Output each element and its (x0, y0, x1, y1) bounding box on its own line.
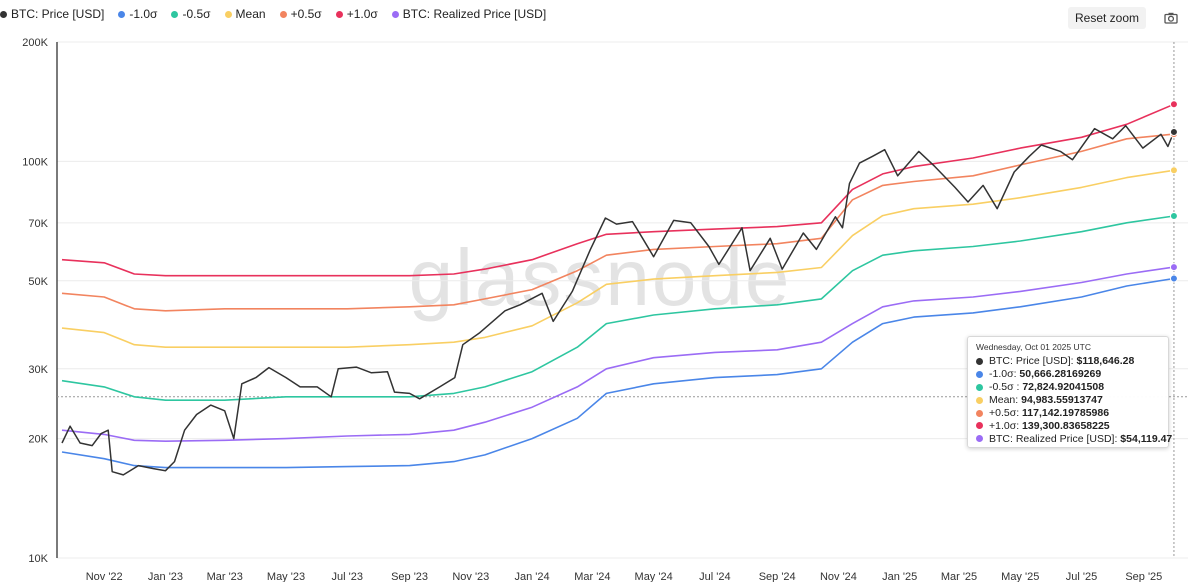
tooltip-row: -0.5σ : 72,824.92041508 (976, 381, 1168, 394)
x-tick-label: May '23 (267, 571, 305, 582)
legend-label: Mean (235, 7, 266, 21)
y-tick-label: 30K (28, 364, 48, 376)
x-tick-label: Nov '22 (86, 571, 123, 582)
series-line (61, 169, 1175, 348)
x-tick-label: Nov '24 (820, 571, 857, 582)
tooltip-dot-icon (976, 422, 983, 430)
x-tick-label: Jul '24 (699, 571, 730, 582)
y-tick-label: 50K (28, 276, 48, 288)
tooltip-value: 139,300.83658225 (1022, 419, 1110, 432)
legend-dot-icon (391, 10, 399, 18)
legend-item[interactable]: BTC: Realized Price [USD] (391, 7, 547, 21)
x-tick-label: Jan '24 (515, 571, 550, 582)
x-tick-label: Nov '23 (452, 571, 489, 582)
tooltip-value: 72,824.92041508 (1022, 381, 1105, 394)
legend-item[interactable]: +0.5σ (279, 7, 322, 21)
series-end-point (1169, 127, 1178, 136)
x-tick-label: Sep '24 (759, 571, 796, 582)
x-tick-label: Jan '23 (148, 571, 183, 582)
tooltip-dot-icon (976, 370, 983, 378)
series-line (61, 103, 1175, 277)
camera-icon[interactable] (1160, 7, 1182, 29)
x-tick-label: May '24 (635, 571, 673, 582)
tooltip-value: 50,666.28169269 (1019, 368, 1102, 381)
y-tick-label: 100K (22, 156, 48, 168)
series-end-point (1169, 100, 1178, 109)
series-end-point (1169, 166, 1178, 175)
x-tick-label: Jul '25 (1066, 571, 1097, 582)
end-markers (1169, 100, 1178, 283)
series-end-point (1169, 263, 1178, 272)
tooltip-dot-icon (976, 357, 983, 365)
tooltip: Wednesday, Oct 01 2025 UTC BTC: Price [U… (967, 336, 1172, 448)
series-line (61, 133, 1174, 312)
tooltip-row: +1.0σ: 139,300.83658225 (976, 419, 1168, 432)
series-end-point (1169, 212, 1178, 221)
tooltip-dot-icon (976, 396, 983, 404)
tooltip-dot-icon (976, 409, 983, 417)
legend-item[interactable]: -1.0σ (118, 7, 157, 21)
tooltip-row: +0.5σ: 117,142.19785986 (976, 407, 1168, 420)
legend-item[interactable]: -0.5σ (171, 7, 211, 21)
legend-dot-icon (171, 10, 179, 18)
tooltip-label: -1.0σ: (989, 368, 1020, 381)
y-tick-label: 10K (28, 553, 48, 565)
tooltip-dot-icon (976, 435, 983, 443)
tooltip-value: $118,646.28 (1076, 355, 1135, 368)
legend-item[interactable]: Mean (224, 7, 266, 21)
tooltip-date: Wednesday, Oct 01 2025 UTC (976, 342, 1091, 352)
tooltip-label: +0.5σ: (989, 407, 1023, 419)
series-line (61, 277, 1175, 469)
legend-label: BTC: Realized Price [USD] (402, 7, 547, 21)
x-tick-label: Jul '23 (332, 571, 363, 582)
series-line (61, 215, 1175, 401)
x-tick-label: Mar '25 (941, 571, 977, 582)
series-layer (61, 103, 1175, 476)
legend-label: +0.5σ (290, 7, 322, 21)
x-tick-label: Sep '25 (1125, 571, 1162, 582)
series-line (61, 266, 1175, 442)
tooltip-row: -1.0σ: 50,666.28169269 (976, 368, 1168, 381)
legend-dot-icon (118, 10, 126, 18)
tooltip-value: 117,142.19785986 (1022, 407, 1110, 419)
x-axis: Nov '22 Jan '23 Mar '23 May '23 Jul '23 Sep '… (86, 571, 1163, 582)
legend-label: BTC: Price [USD] (11, 7, 105, 21)
tooltip-row: BTC: Realized Price [USD]: $54,119.47 (976, 432, 1172, 445)
tooltip-label: +1.0σ: (989, 419, 1023, 432)
tooltip-row: Mean: 94,983.55913747 (976, 394, 1168, 407)
x-tick-label: Jan '25 (882, 571, 917, 582)
tooltip-label: BTC: Price [USD]: (989, 355, 1077, 368)
series-end-point (1169, 274, 1178, 283)
legend-label: -1.0σ (129, 7, 158, 21)
reset-zoom-button[interactable]: Reset zoom (1068, 7, 1146, 29)
x-tick-label: Sep '23 (391, 571, 428, 582)
tooltip-value: 94,983.55913747 (1021, 394, 1103, 407)
y-axis: 10K 20K 30K 50K 70K 100K 200K (22, 37, 58, 565)
tooltip-dot-icon (976, 383, 983, 391)
watermark: glassnode (409, 233, 792, 322)
legend-item[interactable]: +1.0σ (335, 7, 378, 21)
tooltip-row: BTC: Price [USD]: $118,646.28 (976, 355, 1168, 368)
legend-dot-icon (335, 10, 343, 18)
x-tick-label: May '25 (1001, 571, 1039, 582)
y-tick-label: 200K (22, 37, 48, 49)
tooltip-label: -0.5σ : (989, 381, 1023, 394)
tooltip-label: BTC: Realized Price [USD]: (989, 432, 1121, 445)
legend-label: -0.5σ (182, 7, 211, 21)
legend-dot-icon (224, 10, 232, 18)
tooltip-label: Mean: (989, 394, 1022, 407)
legend-label: +1.0σ (346, 7, 378, 21)
series-line (61, 124, 1175, 476)
x-tick-label: Mar '24 (574, 571, 610, 582)
y-tick-label: 70K (28, 218, 48, 230)
tooltip-value: $54,119.47 (1120, 432, 1173, 445)
legend-item[interactable]: BTC: Price [USD] (0, 7, 104, 21)
y-tick-label: 20K (28, 434, 48, 446)
legend: BTC: Price [USD] -1.0σ -0.5σ Mean +0.5σ +1.0σ… (0, 4, 560, 24)
legend-dot-icon (279, 10, 287, 18)
legend-dot-icon (0, 10, 7, 18)
x-tick-label: Mar '23 (207, 571, 243, 582)
